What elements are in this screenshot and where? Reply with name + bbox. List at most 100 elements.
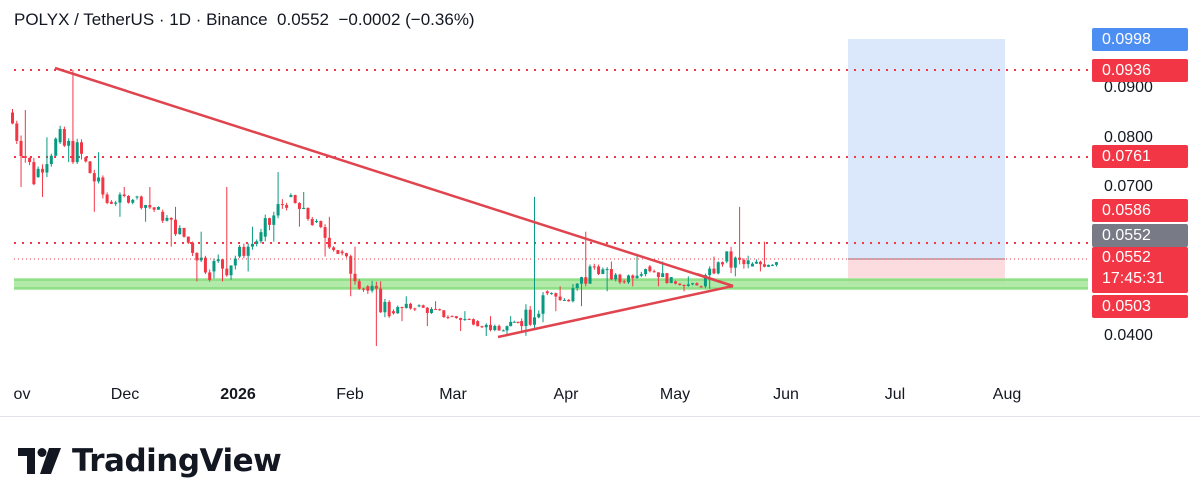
candle-body[interactable] xyxy=(738,257,742,260)
candle-body[interactable] xyxy=(674,281,678,284)
badge-support[interactable]: 0.0503 xyxy=(1092,295,1188,318)
candle-body[interactable] xyxy=(135,196,139,198)
candle-body[interactable] xyxy=(463,318,467,320)
candle-body[interactable] xyxy=(614,274,618,280)
candle-body[interactable] xyxy=(505,326,509,331)
candle-body[interactable] xyxy=(54,138,58,156)
candle-body[interactable] xyxy=(597,266,601,274)
candle-body[interactable] xyxy=(471,319,475,325)
badge-entry[interactable]: 0.0552 xyxy=(1092,224,1188,247)
candle-body[interactable] xyxy=(23,156,27,158)
candle-body[interactable] xyxy=(340,251,344,254)
candle-body[interactable] xyxy=(550,293,554,295)
candle-body[interactable] xyxy=(484,324,488,328)
candle-body[interactable] xyxy=(541,295,545,314)
badge-level-0761[interactable]: 0.0761 xyxy=(1092,145,1188,168)
candle-body[interactable] xyxy=(362,288,366,290)
candle-body[interactable] xyxy=(383,301,387,313)
candle-body[interactable] xyxy=(512,321,516,323)
candle-body[interactable] xyxy=(203,257,207,273)
candle-body[interactable] xyxy=(774,262,778,265)
candle-body[interactable] xyxy=(567,299,571,302)
candle-body[interactable] xyxy=(67,140,71,146)
candle-body[interactable] xyxy=(28,157,32,163)
candle-body[interactable] xyxy=(754,261,758,264)
candle-body[interactable] xyxy=(212,261,216,272)
candles[interactable] xyxy=(11,69,778,346)
candle-body[interactable] xyxy=(622,281,626,283)
candle-body[interactable] xyxy=(15,123,19,141)
candle-body[interactable] xyxy=(144,205,148,208)
candle-body[interactable] xyxy=(139,196,143,208)
candle-body[interactable] xyxy=(758,261,762,265)
candle-body[interactable] xyxy=(703,275,707,287)
candle-body[interactable] xyxy=(285,204,289,208)
candle-body[interactable] xyxy=(122,194,126,196)
candle-body[interactable] xyxy=(497,325,501,331)
candle-body[interactable] xyxy=(178,227,182,235)
candle-body[interactable] xyxy=(366,286,370,291)
candle-body[interactable] xyxy=(571,288,575,302)
candle-body[interactable] xyxy=(255,241,259,244)
candle-body[interactable] xyxy=(32,162,36,185)
candle-body[interactable] xyxy=(742,259,746,265)
candle-body[interactable] xyxy=(409,303,413,309)
candle-body[interactable] xyxy=(97,177,101,182)
candle-body[interactable] xyxy=(442,310,446,318)
candle-body[interactable] xyxy=(480,326,484,328)
candle-body[interactable] xyxy=(131,199,135,203)
candle-body[interactable] xyxy=(297,203,301,210)
candle-body[interactable] xyxy=(169,217,173,220)
candle-body[interactable] xyxy=(762,264,766,267)
candle-body[interactable] xyxy=(656,272,660,278)
candle-body[interactable] xyxy=(562,299,566,301)
candle-body[interactable] xyxy=(501,330,505,332)
candle-body[interactable] xyxy=(353,273,357,282)
candle-body[interactable] xyxy=(421,305,425,308)
candle-body[interactable] xyxy=(293,195,297,204)
candle-body[interactable] xyxy=(584,277,588,284)
price-chart[interactable] xyxy=(0,0,1200,416)
candle-body[interactable] xyxy=(302,207,306,210)
candle-body[interactable] xyxy=(746,260,750,265)
candle-body[interactable] xyxy=(770,264,774,266)
candle-body[interactable] xyxy=(379,288,383,313)
chart-panel[interactable]: POLYX / TetherUS · 1D · Binance 0.0552 −… xyxy=(0,0,1200,417)
candle-body[interactable] xyxy=(229,265,233,276)
candle-body[interactable] xyxy=(712,268,716,274)
candle-body[interactable] xyxy=(165,217,169,221)
candle-body[interactable] xyxy=(450,316,454,318)
target-zone[interactable] xyxy=(848,39,1005,259)
badge-level-0936[interactable]: 0.0936 xyxy=(1092,59,1188,82)
candle-body[interactable] xyxy=(182,227,186,237)
candle-body[interactable] xyxy=(387,301,391,317)
candle-body[interactable] xyxy=(425,307,429,314)
candle-body[interactable] xyxy=(396,306,400,314)
trendline-upper[interactable] xyxy=(54,66,734,288)
candle-body[interactable] xyxy=(250,243,254,247)
candle-body[interactable] xyxy=(729,251,733,268)
candle-body[interactable] xyxy=(174,219,178,235)
candle-body[interactable] xyxy=(191,242,195,253)
candle-body[interactable] xyxy=(152,207,156,210)
candle-body[interactable] xyxy=(434,308,438,310)
candle-body[interactable] xyxy=(109,201,113,204)
candle-body[interactable] xyxy=(404,303,408,308)
candle-body[interactable] xyxy=(528,309,532,325)
candle-body[interactable] xyxy=(454,316,458,319)
candle-body[interactable] xyxy=(62,129,66,146)
candle-body[interactable] xyxy=(79,142,83,154)
candle-body[interactable] xyxy=(648,266,652,272)
candle-body[interactable] xyxy=(609,269,613,280)
candle-body[interactable] xyxy=(520,321,524,327)
candle-body[interactable] xyxy=(242,246,246,256)
candle-body[interactable] xyxy=(532,317,536,325)
candle-body[interactable] xyxy=(161,211,165,221)
badge-target[interactable]: 0.0998 xyxy=(1092,28,1188,51)
symbol-name[interactable]: POLYX / TetherUS xyxy=(14,10,155,29)
candle-body[interactable] xyxy=(626,275,630,283)
candle-body[interactable] xyxy=(71,140,75,163)
candle-body[interactable] xyxy=(310,218,314,226)
candle-body[interactable] xyxy=(605,269,609,271)
candle-body[interactable] xyxy=(319,221,323,228)
